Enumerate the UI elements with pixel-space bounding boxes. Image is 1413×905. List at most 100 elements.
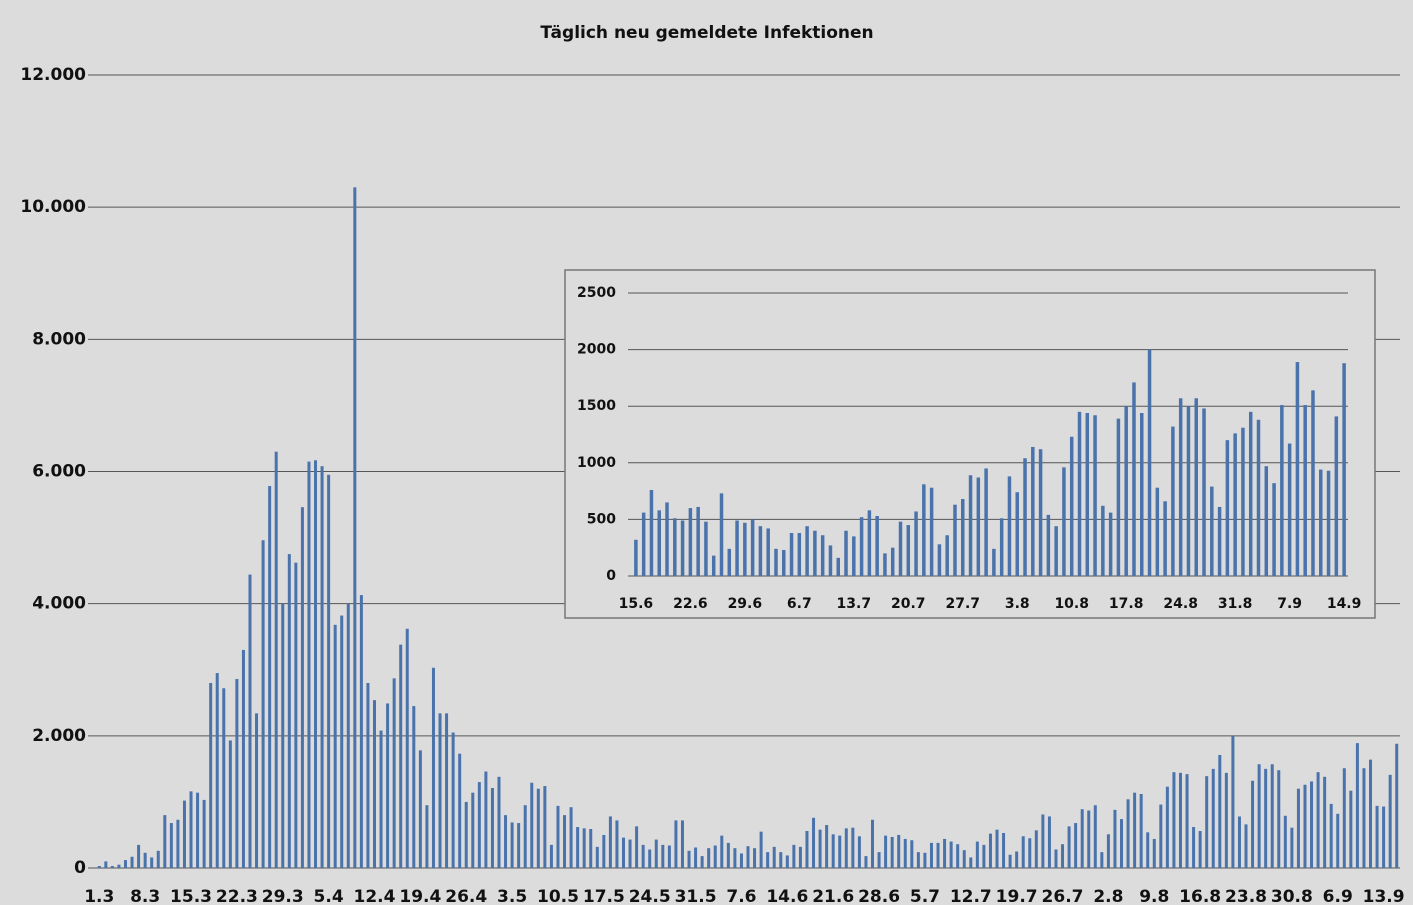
y-tick-label: 4.000 — [32, 594, 86, 614]
bar — [97, 866, 101, 868]
bar — [241, 649, 245, 868]
x-tick-label: 13.7 — [837, 596, 872, 612]
bar — [549, 844, 553, 868]
bar — [785, 855, 789, 868]
bar — [1334, 416, 1339, 576]
bar — [680, 820, 684, 868]
bar — [1272, 483, 1276, 576]
bar — [1375, 805, 1379, 868]
bar — [189, 791, 193, 868]
chart-title: Täglich neu gemeldete Infektionen — [540, 23, 873, 43]
bar — [615, 820, 619, 868]
x-tick-label: 30.8 — [1271, 887, 1313, 905]
bar — [988, 833, 992, 868]
bar — [327, 474, 331, 868]
bar — [654, 839, 658, 868]
x-tick-label: 5.7 — [910, 887, 940, 905]
bar — [359, 595, 363, 868]
bar — [1147, 349, 1152, 576]
x-tick-label: 12.7 — [950, 887, 992, 905]
bar — [813, 530, 817, 576]
bar — [196, 792, 200, 868]
bar — [1224, 772, 1228, 868]
bar — [1264, 466, 1269, 576]
bar — [825, 825, 829, 868]
bar — [923, 852, 927, 868]
bar — [228, 740, 232, 868]
bar — [346, 603, 350, 868]
main-chart: 0 2.000 4.000 6.000 8.000 10.000 12.000 1.3 8.3 1… — [20, 65, 1404, 905]
y-tick-label: 10.000 — [20, 197, 86, 217]
bar — [680, 520, 685, 576]
x-tick-label: 16.8 — [1179, 887, 1221, 905]
bar — [1038, 449, 1043, 576]
bar — [1085, 412, 1090, 576]
bar — [1355, 743, 1359, 868]
bar — [945, 535, 949, 576]
bar — [1342, 768, 1346, 868]
bar — [1198, 830, 1202, 868]
bar — [353, 187, 357, 868]
bar — [982, 844, 986, 868]
x-tick-label: 9.8 — [1139, 887, 1169, 905]
y-tick-label: 12.000 — [20, 65, 86, 85]
bar — [694, 847, 698, 868]
bar — [838, 835, 842, 868]
bar — [523, 805, 527, 868]
bar — [898, 521, 903, 576]
bar — [1093, 415, 1097, 576]
bar — [215, 673, 219, 868]
bar — [569, 807, 573, 868]
bar — [1007, 476, 1012, 576]
bar — [1100, 852, 1104, 868]
bar — [1165, 786, 1169, 868]
y-tick-label: 500 — [587, 511, 616, 527]
bar — [1287, 443, 1292, 576]
bar — [789, 532, 794, 576]
bar — [589, 829, 593, 868]
bar — [307, 461, 311, 868]
bar — [634, 539, 638, 576]
bar — [792, 844, 796, 868]
bar — [1087, 810, 1091, 868]
bar — [1054, 526, 1058, 576]
x-tick-label: 26.7 — [1042, 887, 1084, 905]
bar — [490, 788, 494, 868]
bar — [274, 451, 278, 868]
x-tick-label: 5.4 — [314, 887, 344, 905]
bar — [1310, 781, 1314, 868]
bar — [1041, 814, 1045, 868]
bar — [1031, 446, 1035, 576]
bar — [320, 466, 324, 868]
bar — [497, 776, 501, 868]
bar — [1382, 806, 1386, 868]
bar — [726, 842, 730, 868]
bar — [867, 510, 872, 576]
x-tick-label: 31.8 — [1218, 596, 1253, 612]
x-tick-label: 14.6 — [766, 887, 808, 905]
bar — [222, 688, 226, 868]
bar — [798, 846, 802, 868]
bar — [202, 799, 206, 868]
bar — [1178, 398, 1183, 576]
bar — [1211, 768, 1215, 868]
x-tick-label: 19.7 — [996, 887, 1038, 905]
bar — [477, 782, 481, 868]
bar — [504, 815, 508, 868]
bar — [268, 486, 272, 868]
bar — [665, 502, 669, 576]
bar — [1218, 754, 1222, 868]
y-tick-label: 2000 — [577, 342, 616, 358]
x-tick-label: 7.6 — [726, 887, 756, 905]
bar — [1329, 803, 1333, 868]
bar — [877, 852, 881, 868]
bar — [1021, 836, 1025, 868]
bar — [648, 849, 652, 868]
bar — [386, 703, 390, 868]
bar — [890, 547, 895, 576]
x-tick-label: 26.4 — [445, 887, 487, 905]
bar — [844, 828, 848, 868]
bar — [1241, 427, 1245, 576]
bar — [1303, 405, 1307, 576]
x-tick-label: 23.8 — [1225, 887, 1267, 905]
